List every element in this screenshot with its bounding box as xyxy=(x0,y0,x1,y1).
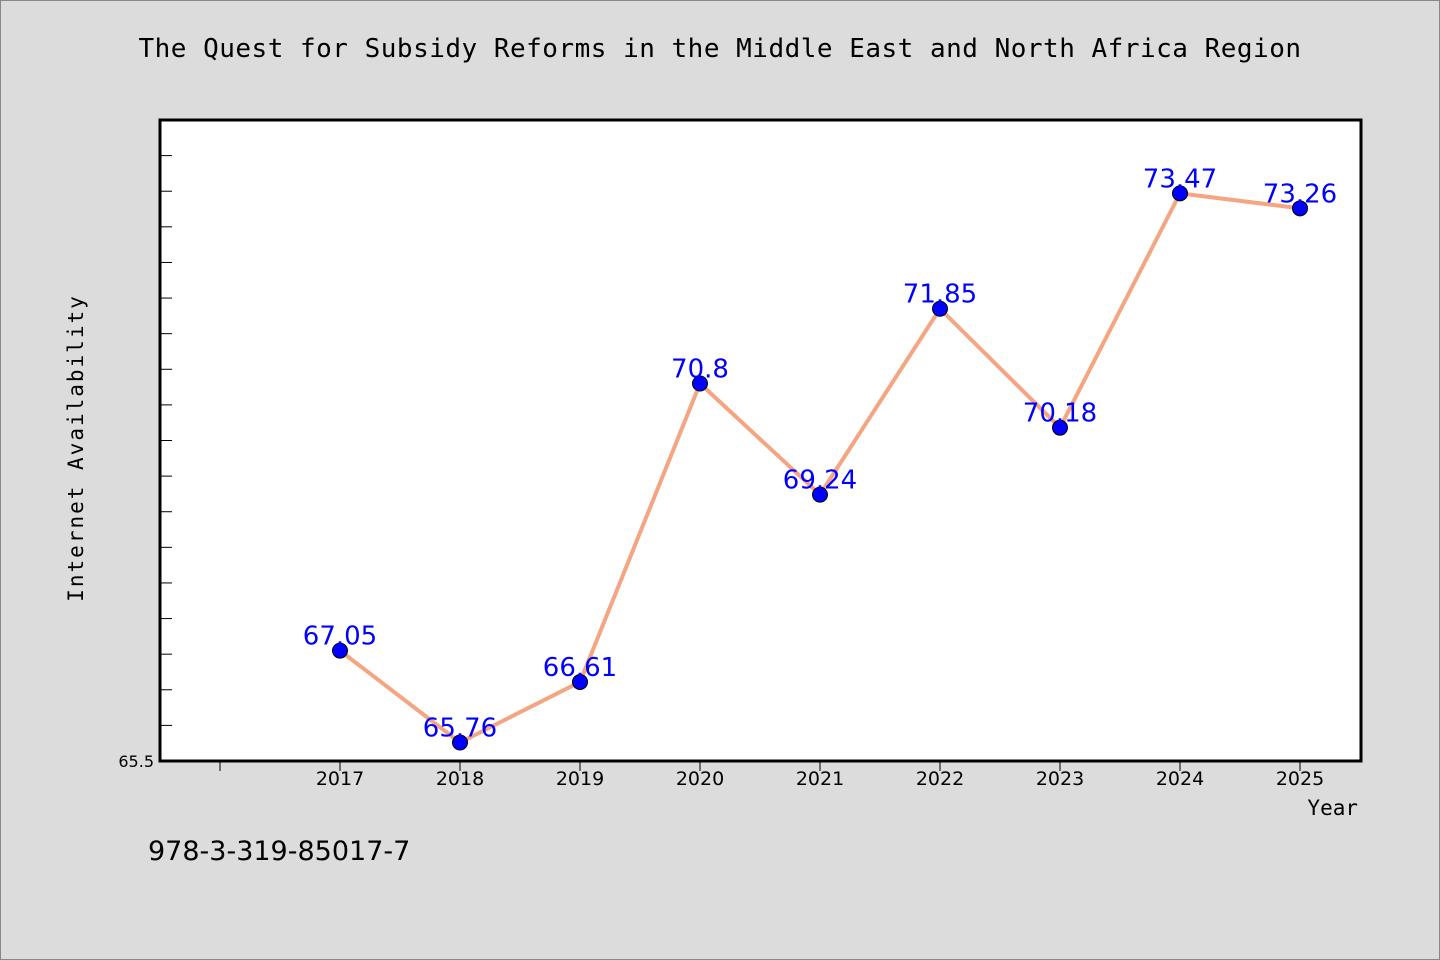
data-label: 70.18 xyxy=(1023,399,1097,429)
x-tick-label: 2020 xyxy=(676,768,724,790)
data-point xyxy=(1172,185,1188,202)
x-tick-label: 2019 xyxy=(556,768,604,790)
data-point xyxy=(332,642,348,659)
chart-title: The Quest for Subsidy Reforms in the Mid… xyxy=(138,34,1302,64)
x-tick-label: 2024 xyxy=(1156,768,1204,790)
data-label: 69.24 xyxy=(783,466,857,496)
x-tick-label: 2021 xyxy=(796,768,844,790)
data-label: 73.26 xyxy=(1263,179,1337,209)
data-point xyxy=(452,734,468,751)
footer-code: 978-3-319-85017-7 xyxy=(148,836,411,867)
y-tick-label: 65.5 xyxy=(118,752,154,771)
data-point xyxy=(692,375,708,392)
y-axis-label: Internet Availability xyxy=(64,294,88,602)
x-tick-label: 2017 xyxy=(316,768,364,790)
x-tick-label: 2022 xyxy=(916,768,964,790)
data-label: 71.85 xyxy=(903,280,977,310)
data-label: 73.47 xyxy=(1143,164,1217,194)
data-label: 65.76 xyxy=(423,713,497,743)
data-point xyxy=(812,486,828,503)
data-label: 70.8 xyxy=(671,355,729,385)
data-point xyxy=(1052,419,1068,436)
data-label: 66.61 xyxy=(543,653,617,683)
x-tick-label: 2018 xyxy=(436,768,484,790)
x-tick-label: 2025 xyxy=(1276,768,1324,790)
data-point xyxy=(1292,200,1308,217)
x-tick-label: 2023 xyxy=(1036,768,1084,790)
data-point xyxy=(932,300,948,317)
data-label: 67.05 xyxy=(303,622,377,652)
data-point xyxy=(572,673,588,690)
x-axis-label: Year xyxy=(1307,796,1358,820)
